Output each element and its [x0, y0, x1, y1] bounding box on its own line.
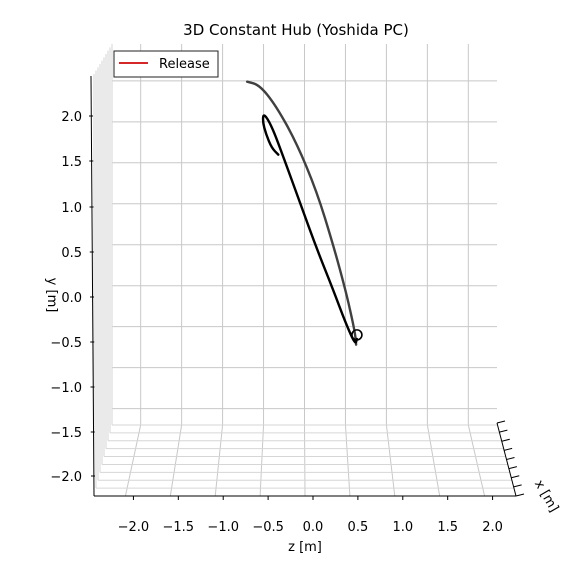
x-axis-label: z [m]: [288, 540, 322, 555]
x-tick-label: −1.0: [207, 520, 239, 535]
legend: Release: [114, 51, 218, 77]
y-tick-label: 0.5: [61, 246, 82, 261]
depth-axis-tick: [511, 476, 519, 478]
x-tick-label: 0.0: [303, 520, 324, 535]
legend-label-release: Release: [159, 57, 210, 72]
depth-axis-tick: [507, 458, 515, 460]
floor-grid-line: [170, 425, 181, 496]
floor-grid-line: [215, 425, 222, 496]
y-tick-label: −1.0: [50, 381, 82, 396]
y-axis-label: y [m]: [44, 278, 59, 313]
x-tick-label: 0.5: [348, 520, 369, 535]
depth-axis-tick: [516, 494, 524, 496]
y-tick-label: 2.0: [61, 110, 82, 125]
chart-title: 3D Constant Hub (Yoshida PC): [183, 21, 409, 39]
y-tick-label: 1.5: [61, 155, 82, 170]
x-tick-label: 1.5: [437, 520, 458, 535]
depth-axis-tick: [502, 439, 510, 441]
x-tick-label: 2.0: [482, 520, 503, 535]
depth-axis-label: x [m]: [531, 478, 561, 515]
floor-grid-line: [427, 425, 439, 496]
y-tick-label: −0.5: [50, 336, 82, 351]
y-tick-label: 0.0: [61, 291, 82, 306]
depth-axis-tick: [514, 485, 522, 487]
y-tick-label: 1.0: [61, 201, 82, 216]
floor-grid-line: [305, 425, 306, 496]
x-tick-label: 1.0: [392, 520, 413, 535]
depth-axis-tick: [504, 448, 512, 450]
floor-grid-line: [125, 425, 140, 496]
depth-axis-ticks: [497, 421, 524, 496]
floor-grid-line: [468, 425, 484, 496]
x-ticks: −2.0 −1.5 −1.0 −0.5 0.0 0.5 1.0 1.5 2.0: [118, 496, 503, 535]
y-tick-label: −1.5: [50, 426, 82, 441]
x-tick-label: −2.0: [118, 520, 150, 535]
depth-axis-tick: [497, 421, 505, 423]
x-tick-label: −0.5: [252, 520, 284, 535]
y-tick-label: −2.0: [50, 470, 82, 485]
depth-axis-tick: [509, 467, 517, 469]
floor-grid-line: [345, 425, 349, 496]
floor-grid-line: [386, 425, 394, 496]
x-tick-label: −1.5: [163, 520, 195, 535]
depth-axis-tick: [499, 430, 507, 432]
floor-grid-line: [260, 425, 263, 496]
